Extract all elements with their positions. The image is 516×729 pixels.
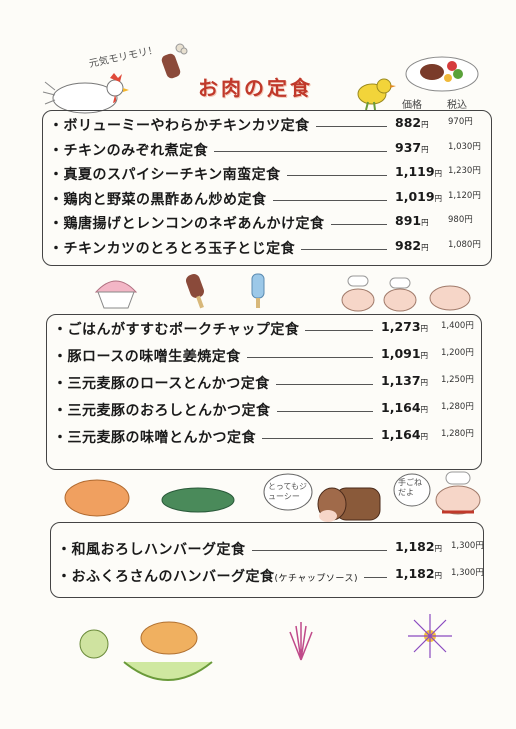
menu-item-price: 1,091円	[381, 346, 428, 361]
menu-item-row: ・三元麦豚のおろしとんかつ定食 1,164円 1,280円	[47, 400, 481, 424]
firework-large-icon	[406, 612, 454, 660]
lime-slice-icon	[78, 628, 110, 660]
menu-item-row: ・三元麦豚のロースとんかつ定食 1,137円 1,250円	[47, 373, 481, 397]
leader-line	[316, 126, 387, 127]
menu-item-name: ・おふくろさんのハンバーグ定食(ケチャップソース)	[57, 566, 358, 586]
menu-item-price: 982円	[395, 238, 429, 253]
menu-item-name: ・真夏のスパイシーチキン南蛮定食	[49, 164, 281, 184]
ice-pop-illustration	[246, 272, 270, 310]
menu-item-name: ・ボリューミーやわらかチキンカツ定食	[49, 115, 310, 135]
menu-item-price: 1,182円	[395, 566, 442, 581]
col-taxin-header: 税込	[447, 96, 467, 111]
menu-item-name: ・三元麦豚のロースとんかつ定食	[53, 373, 270, 393]
menu-item-price: 1,164円	[381, 400, 428, 415]
menu-item-tax-included-price: 1,300円	[451, 566, 484, 578]
menu-item-price: 1,273円	[381, 319, 428, 334]
menu-item-tax-included-price: 1,280円	[441, 427, 474, 439]
firework-small-icon	[284, 616, 318, 662]
menu-item-tax-included-price: 980円	[448, 213, 473, 225]
pork-menu-box: ・ごはんがすすむポークチャップ定食 1,273円 1,400円・豚ロースの味噌生姜焼…	[46, 314, 482, 470]
menu-item-tax-included-price: 1,300円	[451, 539, 484, 551]
menu-item-note: (ケチャップソース)	[275, 574, 358, 584]
menu-item-tax-included-price: 1,030円	[448, 140, 481, 152]
menu-item-row: ・ボリューミーやわらかチキンカツ定食 882円 970円	[43, 115, 491, 139]
menu-item-tax-included-price: 1,230円	[448, 164, 481, 176]
menu-item-row: ・ごはんがすすむポークチャップ定食 1,273円 1,400円	[47, 319, 481, 343]
leader-line	[247, 357, 373, 358]
menu-item-name: ・鶏唐揚げとレンコンのネギあんかけ定食	[49, 213, 325, 233]
hamburg-menu-box: ・和風おろしハンバーグ定食 1,182円 1,300円 ・おふくろさんのハンバーグ定食…	[50, 522, 484, 598]
leader-line	[331, 224, 387, 225]
menu-item-name: ・チキンカツのとろとろ玉子とじ定食	[49, 238, 295, 258]
leader-line	[305, 330, 373, 331]
menu-item-price: 1,119円	[395, 164, 442, 179]
menu-item-price: 891円	[395, 213, 429, 228]
menu-item-row: ・おふくろさんのハンバーグ定食(ケチャップソース) 1,182円 1,300円	[51, 566, 483, 590]
menu-item-tax-included-price: 1,200円	[441, 346, 474, 358]
shaved-ice-illustration	[88, 270, 144, 312]
melon-bread-icon	[138, 614, 200, 656]
menu-item-row: ・和風おろしハンバーグ定食 1,182円 1,300円	[51, 539, 483, 563]
popsicle-illustration	[178, 270, 218, 310]
menu-item-name: ・豚ロースの味噌生姜焼定食	[53, 346, 241, 366]
menu-item-price: 882円	[395, 115, 429, 130]
melon-bread-illustration	[62, 474, 132, 518]
leader-line	[262, 438, 373, 439]
menu-item-price: 1,019円	[395, 189, 442, 204]
menu-item-tax-included-price: 1,400円	[441, 319, 474, 331]
tagline: 元気モリモリ！	[87, 41, 159, 70]
menu-item-tax-included-price: 1,280円	[441, 400, 474, 412]
menu-item-name: ・和風おろしハンバーグ定食	[57, 539, 246, 559]
pigs-illustration	[338, 270, 478, 316]
leader-line	[277, 411, 373, 412]
leader-line	[252, 550, 387, 551]
leader-line	[287, 175, 387, 176]
menu-item-tax-included-price: 970円	[448, 115, 473, 127]
menu-item-name: ・ごはんがすすむポークチャップ定食	[53, 319, 299, 339]
menu-item-name: ・三元麦豚の味噌とんかつ定食	[53, 427, 256, 447]
meat-on-bone-icon	[160, 42, 188, 82]
leader-line	[273, 200, 387, 201]
cow-illustration	[312, 474, 384, 526]
menu-item-tax-included-price: 1,250円	[441, 373, 474, 385]
menu-item-row: ・チキンカツのとろとろ玉子とじ定食 982円 1,080円	[43, 238, 491, 262]
chef-bubble-text: 手ごねだよ	[398, 478, 426, 498]
cow-bubble-text: とってもジューシー	[268, 482, 310, 502]
menu-item-name: ・鶏肉と野菜の黒酢あん炒め定食	[49, 189, 267, 209]
leader-line	[301, 249, 387, 250]
menu-item-price: 1,137円	[381, 373, 428, 388]
menu-item-row: ・三元麦豚の味噌とんかつ定食 1,164円 1,280円	[47, 427, 481, 451]
menu-item-name: ・三元麦豚のおろしとんかつ定食	[53, 400, 271, 420]
dinner-plate-illustration	[402, 52, 482, 94]
leader-line	[276, 384, 373, 385]
menu-item-name: ・チキンのみぞれ煮定食	[49, 140, 208, 160]
menu-item-price: 937円	[395, 140, 429, 155]
melon-slice-icon	[120, 658, 216, 692]
menu-item-tax-included-price: 1,120円	[448, 189, 481, 201]
leader-line	[364, 577, 387, 578]
menu-item-row: ・チキンのみぞれ煮定食 937円 1,030円	[43, 140, 491, 164]
leader-line	[214, 151, 387, 152]
page-title: お肉の定食	[198, 72, 313, 101]
menu-item-price: 1,164円	[381, 427, 428, 442]
col-price-header: 価格	[402, 96, 422, 111]
chicken-menu-box: ・ボリューミーやわらかチキンカツ定食 882円 970円・チキンのみぞれ煮定食 937…	[42, 110, 492, 266]
menu-item-tax-included-price: 1,080円	[448, 238, 481, 250]
menu-item-price: 1,182円	[395, 539, 442, 554]
bird-illustration	[348, 72, 398, 112]
menu-item-row: ・真夏のスパイシーチキン南蛮定食 1,119円 1,230円	[43, 164, 491, 188]
menu-item-row: ・豚ロースの味噌生姜焼定食 1,091円 1,200円	[47, 346, 481, 370]
green-dish-illustration	[158, 478, 238, 514]
menu-item-row: ・鶏唐揚げとレンコンのネギあんかけ定食 891円 980円	[43, 213, 491, 237]
menu-item-row: ・鶏肉と野菜の黒酢あん炒め定食 1,019円 1,120円	[43, 189, 491, 213]
